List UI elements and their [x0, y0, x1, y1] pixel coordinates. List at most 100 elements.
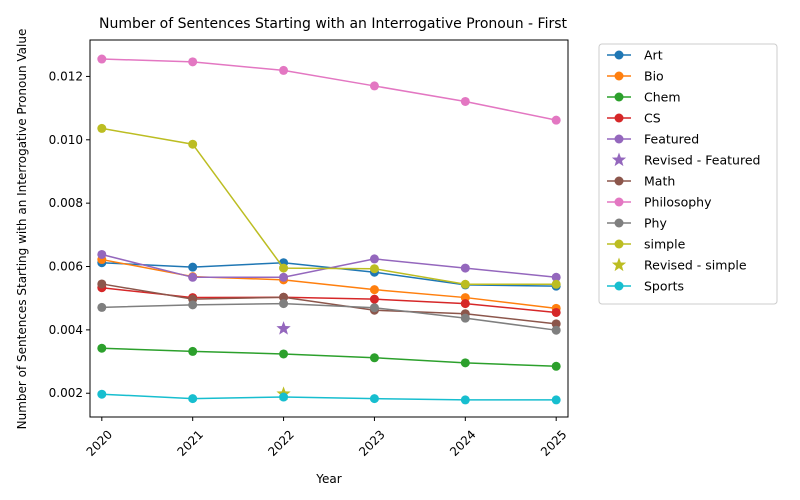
data-point-philosophy — [279, 65, 289, 75]
series-line-simple — [101, 127, 557, 286]
data-point-simple — [97, 123, 107, 133]
legend-frame — [598, 43, 778, 305]
data-point-phy — [279, 299, 289, 309]
chart-title: Number of Sentences Starting with an Int… — [99, 16, 568, 32]
data-point-featured — [188, 272, 198, 282]
series-chem — [97, 343, 561, 371]
legend-label: Math — [644, 174, 675, 189]
data-point-phy — [551, 325, 561, 335]
data-point-cs — [551, 307, 561, 317]
data-point-phy — [188, 300, 198, 310]
data-point-revised-featured — [276, 321, 291, 335]
series-sports — [97, 389, 561, 405]
x-tick-label: 2022 — [265, 427, 296, 458]
legend-item-phy: Phy — [607, 216, 667, 231]
legend-marker — [614, 176, 624, 186]
data-point-chem — [279, 349, 289, 359]
legend-item-revised-featured: Revised - Featured — [611, 152, 760, 168]
plot-frame — [89, 39, 569, 418]
data-point-chem — [369, 353, 379, 363]
legend-item-revised-simple: Revised - simple — [611, 257, 747, 273]
data-point-math — [551, 319, 561, 329]
series-art — [97, 258, 561, 291]
legend-marker — [614, 218, 624, 228]
data-point-sports — [460, 395, 470, 405]
data-point-simple — [460, 279, 470, 289]
series-line-math — [101, 283, 557, 325]
y-tick-label: 0.010 — [49, 133, 83, 147]
legend-label: Sports — [644, 279, 684, 294]
data-point-chem — [97, 343, 107, 353]
legend-item-chem: Chem — [607, 90, 681, 105]
legend-marker — [614, 92, 624, 102]
data-point-chem — [551, 361, 561, 371]
legend-marker — [614, 197, 624, 207]
data-point-philosophy — [188, 57, 198, 67]
data-point-chem — [460, 358, 470, 368]
data-point-simple — [279, 263, 289, 273]
legend-item-math: Math — [607, 174, 675, 189]
x-tick-label: 2024 — [447, 427, 478, 458]
data-point-philosophy — [551, 115, 561, 125]
data-point-chem — [188, 346, 198, 356]
y-tick-label: 0.002 — [49, 386, 83, 400]
legend-label: Bio — [644, 69, 664, 84]
x-tick-label: 2025 — [538, 427, 569, 458]
legend-label: simple — [644, 237, 686, 252]
legend-label: Philosophy — [644, 195, 712, 210]
legend-item-featured: Featured — [607, 132, 699, 147]
x-tick-label: 2020 — [84, 427, 115, 458]
series-line-sports — [101, 393, 557, 401]
data-point-cs — [369, 294, 379, 304]
legend-label: Art — [644, 48, 663, 63]
legend-item-simple: simple — [607, 237, 686, 252]
y-tick-label: 0.004 — [49, 323, 83, 337]
legend-label: Phy — [644, 216, 667, 231]
data-point-featured — [460, 263, 470, 273]
legend-label: Revised - simple — [644, 258, 747, 273]
legend-marker — [611, 152, 627, 167]
legend-label: CS — [644, 111, 661, 126]
data-point-bio — [369, 285, 379, 295]
data-point-phy — [369, 303, 379, 313]
legend-item-bio: Bio — [607, 69, 664, 84]
series-philosophy — [97, 54, 561, 125]
x-tick-label: 2021 — [175, 427, 206, 458]
legend-label: Chem — [644, 90, 681, 105]
series-line-phy — [101, 302, 557, 331]
legend-marker — [614, 239, 624, 249]
y-tick-label: 0.012 — [49, 69, 83, 83]
legend-marker — [614, 50, 624, 60]
data-point-math — [279, 292, 289, 302]
series-phy — [97, 299, 561, 335]
series-line-philosophy — [101, 58, 557, 121]
series-line-art — [101, 261, 557, 287]
series-simple — [97, 123, 561, 289]
legend-marker — [611, 257, 627, 272]
legend-label: Featured — [644, 132, 699, 147]
data-point-phy — [97, 302, 107, 312]
legend-marker — [614, 71, 624, 81]
legend: Art Bio Chem CS Featured Revised - Featured Ma… — [598, 43, 778, 305]
data-point-philosophy — [369, 81, 379, 91]
data-point-sports — [97, 389, 107, 399]
data-point-featured — [369, 254, 379, 264]
x-axis: 2020 2021 2022 2023 2024 2025 — [84, 417, 570, 459]
data-point-sports — [188, 394, 198, 404]
legend-item-cs: CS — [607, 111, 661, 126]
legend-marker — [614, 134, 624, 144]
series-revised-featured — [276, 321, 291, 335]
x-tick-label: 2023 — [356, 427, 387, 458]
data-point-sports — [279, 392, 289, 402]
data-point-simple — [551, 279, 561, 289]
data-point-simple — [369, 264, 379, 274]
y-axis-label: Number of Sentences Starting with an Int… — [15, 29, 29, 430]
legend-item-sports: Sports — [607, 279, 684, 294]
x-axis-label: Year — [315, 472, 341, 486]
data-point-math — [97, 279, 107, 289]
data-point-featured — [279, 272, 289, 282]
y-tick-label: 0.008 — [49, 196, 83, 210]
y-tick-label: 0.006 — [49, 260, 83, 274]
legend-marker — [614, 281, 624, 291]
